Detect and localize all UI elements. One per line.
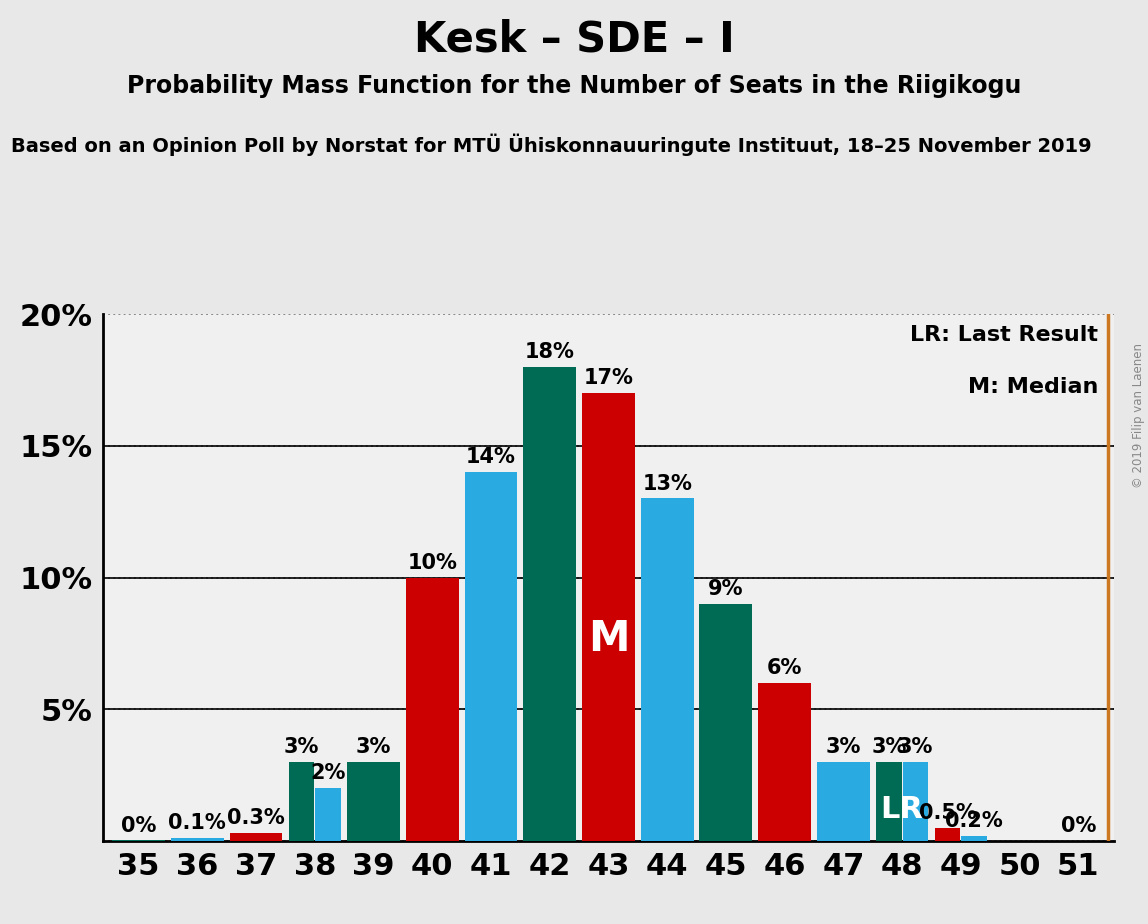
Text: 3%: 3% [356, 737, 391, 757]
Text: LR: Last Result: LR: Last Result [910, 324, 1099, 345]
Bar [289, 761, 315, 841]
Text: 3%: 3% [825, 737, 861, 757]
Bar [113, 840, 165, 841]
Text: LR: LR [881, 795, 923, 823]
Bar [934, 828, 960, 841]
Bar [641, 499, 693, 841]
Text: 9%: 9% [708, 579, 744, 599]
Text: Kesk – SDE – I: Kesk – SDE – I [413, 18, 735, 60]
Text: M: M [588, 618, 629, 661]
Text: 3%: 3% [284, 737, 319, 757]
Text: 18%: 18% [525, 342, 575, 362]
Text: 2%: 2% [310, 763, 346, 784]
Bar [902, 761, 928, 841]
Bar [961, 835, 986, 841]
Text: 0.5%: 0.5% [918, 803, 977, 823]
Bar [405, 578, 459, 841]
Bar [230, 833, 282, 841]
Text: 0%: 0% [1061, 816, 1096, 836]
Text: Based on an Opinion Poll by Norstat for MTÜ Ühiskonnauuringute Instituut, 18–25 : Based on an Opinion Poll by Norstat for … [11, 134, 1092, 156]
Text: Probability Mass Function for the Number of Seats in the Riigikogu: Probability Mass Function for the Number… [126, 74, 1022, 98]
Bar [316, 788, 341, 841]
Bar [465, 472, 518, 841]
Bar [582, 394, 635, 841]
Text: 3%: 3% [871, 737, 907, 757]
Text: © 2019 Filip van Laenen: © 2019 Filip van Laenen [1132, 344, 1145, 488]
Text: 14%: 14% [466, 447, 515, 468]
Text: 13%: 13% [642, 474, 692, 493]
Bar [817, 761, 870, 841]
Text: M: Median: M: Median [968, 377, 1099, 397]
Text: 0.2%: 0.2% [945, 811, 1003, 831]
Bar [523, 367, 576, 841]
Text: 10%: 10% [408, 553, 457, 573]
Text: 3%: 3% [898, 737, 933, 757]
Bar [347, 761, 400, 841]
Text: 0%: 0% [121, 816, 156, 836]
Bar [758, 683, 812, 841]
Text: 0.3%: 0.3% [227, 808, 285, 828]
Bar [876, 761, 901, 841]
Text: 0.1%: 0.1% [169, 813, 226, 833]
Text: 6%: 6% [767, 658, 802, 678]
Bar [699, 604, 752, 841]
Text: 17%: 17% [583, 369, 634, 388]
Bar [171, 838, 224, 841]
